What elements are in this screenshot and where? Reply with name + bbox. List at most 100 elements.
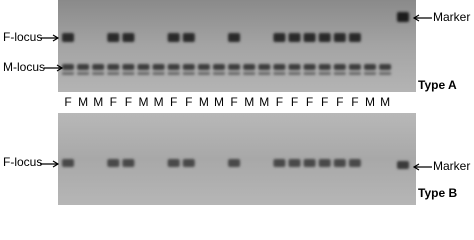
- m-locus-band: [92, 64, 105, 70]
- lower-band: [182, 72, 195, 75]
- f-locus-band-b: [273, 159, 286, 167]
- lower-band: [167, 72, 180, 75]
- m-locus-band: [273, 64, 286, 70]
- type-label: Type B: [418, 186, 457, 200]
- lane-label: M: [214, 95, 224, 109]
- arrow-head: [52, 34, 60, 42]
- lower-band: [228, 72, 241, 75]
- lane-label: F: [291, 95, 298, 109]
- lower-band: [213, 72, 225, 75]
- f-locus-band-b: [167, 159, 180, 167]
- lane-label: F: [336, 95, 343, 109]
- m-locus-band: [197, 64, 210, 70]
- arrow-head: [52, 160, 60, 168]
- lower-band: [333, 72, 346, 75]
- lower-band: [379, 72, 392, 75]
- lower-band: [364, 72, 376, 75]
- f-locus-label: F-locus: [3, 30, 42, 44]
- lower-band: [348, 72, 361, 75]
- f-locus-band-b: [182, 159, 195, 167]
- f-locus-band-b: [333, 159, 346, 167]
- m-locus-band: [333, 64, 346, 70]
- m-locus-band: [107, 64, 120, 70]
- m-locus-band: [288, 64, 301, 70]
- lane-label: M: [244, 95, 254, 109]
- f-locus-band: [273, 33, 286, 42]
- lane-label: M: [78, 95, 88, 109]
- lower-band: [107, 72, 120, 75]
- m-locus-band: [303, 64, 316, 70]
- lower-band: [273, 72, 286, 75]
- lane-label: F: [125, 95, 132, 109]
- f-locus-band-b: [107, 159, 120, 167]
- lane-label: M: [139, 95, 149, 109]
- lane-label: M: [365, 95, 375, 109]
- f-locus-band: [182, 33, 195, 42]
- lane-label: F: [64, 95, 71, 109]
- f-locus-band-b: [62, 159, 74, 167]
- marker-label: Marker: [433, 10, 470, 24]
- m-locus-band: [258, 64, 271, 70]
- f-locus-band-b: [288, 159, 301, 167]
- lane-label: M: [259, 95, 269, 109]
- lower-band: [62, 72, 74, 75]
- lower-band: [137, 72, 150, 75]
- arrow-head: [412, 163, 420, 171]
- lane-label: M: [93, 95, 103, 109]
- f-locus-band: [107, 33, 120, 42]
- lower-band: [152, 72, 165, 75]
- m-locus-band: [77, 64, 90, 70]
- f-locus-band-b: [318, 159, 331, 167]
- lane-label: M: [199, 95, 209, 109]
- gel-a: [58, 0, 416, 92]
- lane-label: F: [321, 95, 328, 109]
- lower-band: [258, 72, 271, 75]
- lane-label: F: [170, 95, 177, 109]
- m-locus-band: [243, 64, 256, 70]
- m-locus-band: [62, 64, 74, 70]
- figure: F-locus M-locus Marker Type A F-locus Ma…: [3, 0, 470, 205]
- lane-label: F: [351, 95, 358, 109]
- m-locus-band: [213, 64, 225, 70]
- lane-label: F: [110, 95, 117, 109]
- m-locus-band: [152, 64, 165, 70]
- m-locus-band: [228, 64, 241, 70]
- lower-band: [318, 72, 331, 75]
- f-locus-band: [333, 33, 346, 42]
- m-locus-band: [364, 64, 376, 70]
- f-locus-band: [167, 33, 180, 42]
- m-locus-band: [167, 64, 180, 70]
- marker-band: [397, 12, 409, 22]
- f-locus-band-b: [303, 159, 316, 167]
- type-label: Type A: [418, 78, 457, 92]
- lane-label: F: [185, 95, 192, 109]
- f-locus-band: [228, 33, 241, 42]
- lower-band: [197, 72, 210, 75]
- arrow-head: [56, 64, 64, 72]
- f-locus-band: [303, 33, 316, 42]
- m-locus-band: [348, 64, 361, 70]
- gel-figure: F-locus M-locus Marker Type A F-locus Ma…: [3, 0, 470, 205]
- f-locus-band: [318, 33, 331, 42]
- lower-band: [122, 72, 135, 75]
- arrow-head: [412, 14, 420, 22]
- lane-label: F: [306, 95, 313, 109]
- m-locus-band: [379, 64, 392, 70]
- lower-band: [303, 72, 316, 75]
- lower-band: [288, 72, 301, 75]
- lane-label: M: [154, 95, 164, 109]
- m-locus-band: [318, 64, 331, 70]
- marker-label: Marker: [433, 159, 470, 173]
- m-locus-band: [122, 64, 135, 70]
- marker-band: [397, 161, 409, 169]
- lane-label: F: [276, 95, 283, 109]
- f-locus-band: [348, 33, 361, 42]
- f-locus-band-b: [348, 159, 361, 167]
- lower-band: [92, 72, 105, 75]
- lower-band: [243, 72, 256, 75]
- f-locus-band: [288, 33, 301, 42]
- f-locus-band: [62, 33, 74, 42]
- f-locus-band: [122, 33, 135, 42]
- m-locus-band: [182, 64, 195, 70]
- lane-label: M: [380, 95, 390, 109]
